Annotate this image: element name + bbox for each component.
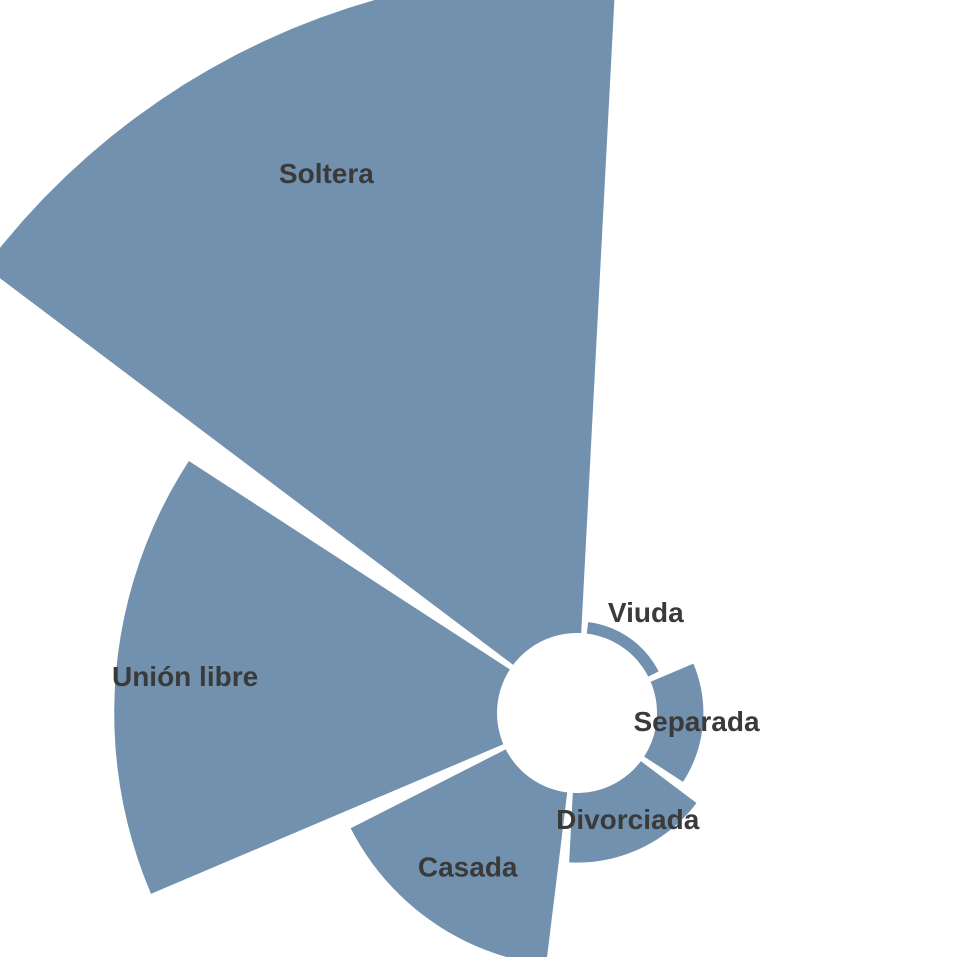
label-soltera: Soltera xyxy=(279,158,374,189)
segment-divorciada xyxy=(569,761,697,863)
chart-segments xyxy=(0,0,704,957)
segment-separada xyxy=(644,663,704,782)
segment-soltera xyxy=(0,0,615,665)
chart-labels: Soltera Unión libre Casada Divorciada Separa… xyxy=(112,158,760,882)
label-casada: Casada xyxy=(418,851,518,882)
label-divorciada: Divorciada xyxy=(556,804,700,835)
segment-casada xyxy=(350,749,568,957)
label-separada: Separada xyxy=(633,706,759,737)
segment-unión-libre xyxy=(114,460,510,894)
segment-viuda xyxy=(586,622,659,677)
label-viuda: Viuda xyxy=(608,597,684,628)
label-unión-libre: Unión libre xyxy=(112,661,258,692)
